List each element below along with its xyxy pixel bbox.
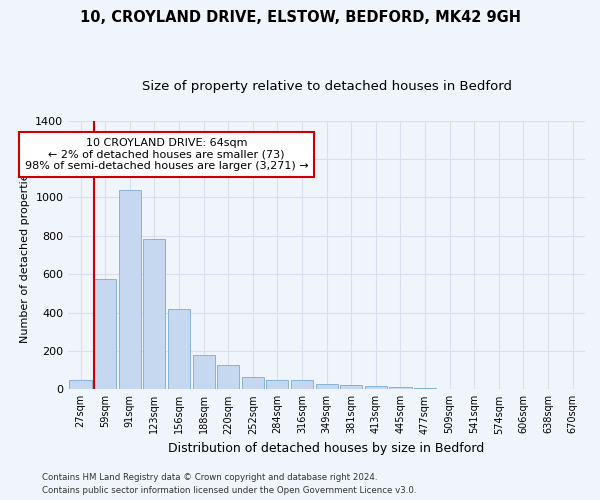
Y-axis label: Number of detached properties: Number of detached properties [20,167,29,342]
Text: Contains HM Land Registry data © Crown copyright and database right 2024.
Contai: Contains HM Land Registry data © Crown c… [42,474,416,495]
Bar [94,279,116,390]
Bar [143,238,166,390]
Bar [291,380,313,390]
Bar [266,380,289,390]
Bar [119,190,141,390]
Bar [316,384,338,390]
Bar [389,387,412,390]
Bar [217,364,239,390]
Text: 10 CROYLAND DRIVE: 64sqm
← 2% of detached houses are smaller (73)
98% of semi-de: 10 CROYLAND DRIVE: 64sqm ← 2% of detache… [25,138,308,171]
Bar [242,377,264,390]
Text: 10, CROYLAND DRIVE, ELSTOW, BEDFORD, MK42 9GH: 10, CROYLAND DRIVE, ELSTOW, BEDFORD, MK4… [79,10,521,25]
X-axis label: Distribution of detached houses by size in Bedford: Distribution of detached houses by size … [169,442,485,455]
Bar [340,384,362,390]
Bar [414,388,436,390]
Bar [193,355,215,390]
Title: Size of property relative to detached houses in Bedford: Size of property relative to detached ho… [142,80,512,93]
Bar [365,386,387,390]
Bar [168,308,190,390]
Bar [70,380,92,390]
